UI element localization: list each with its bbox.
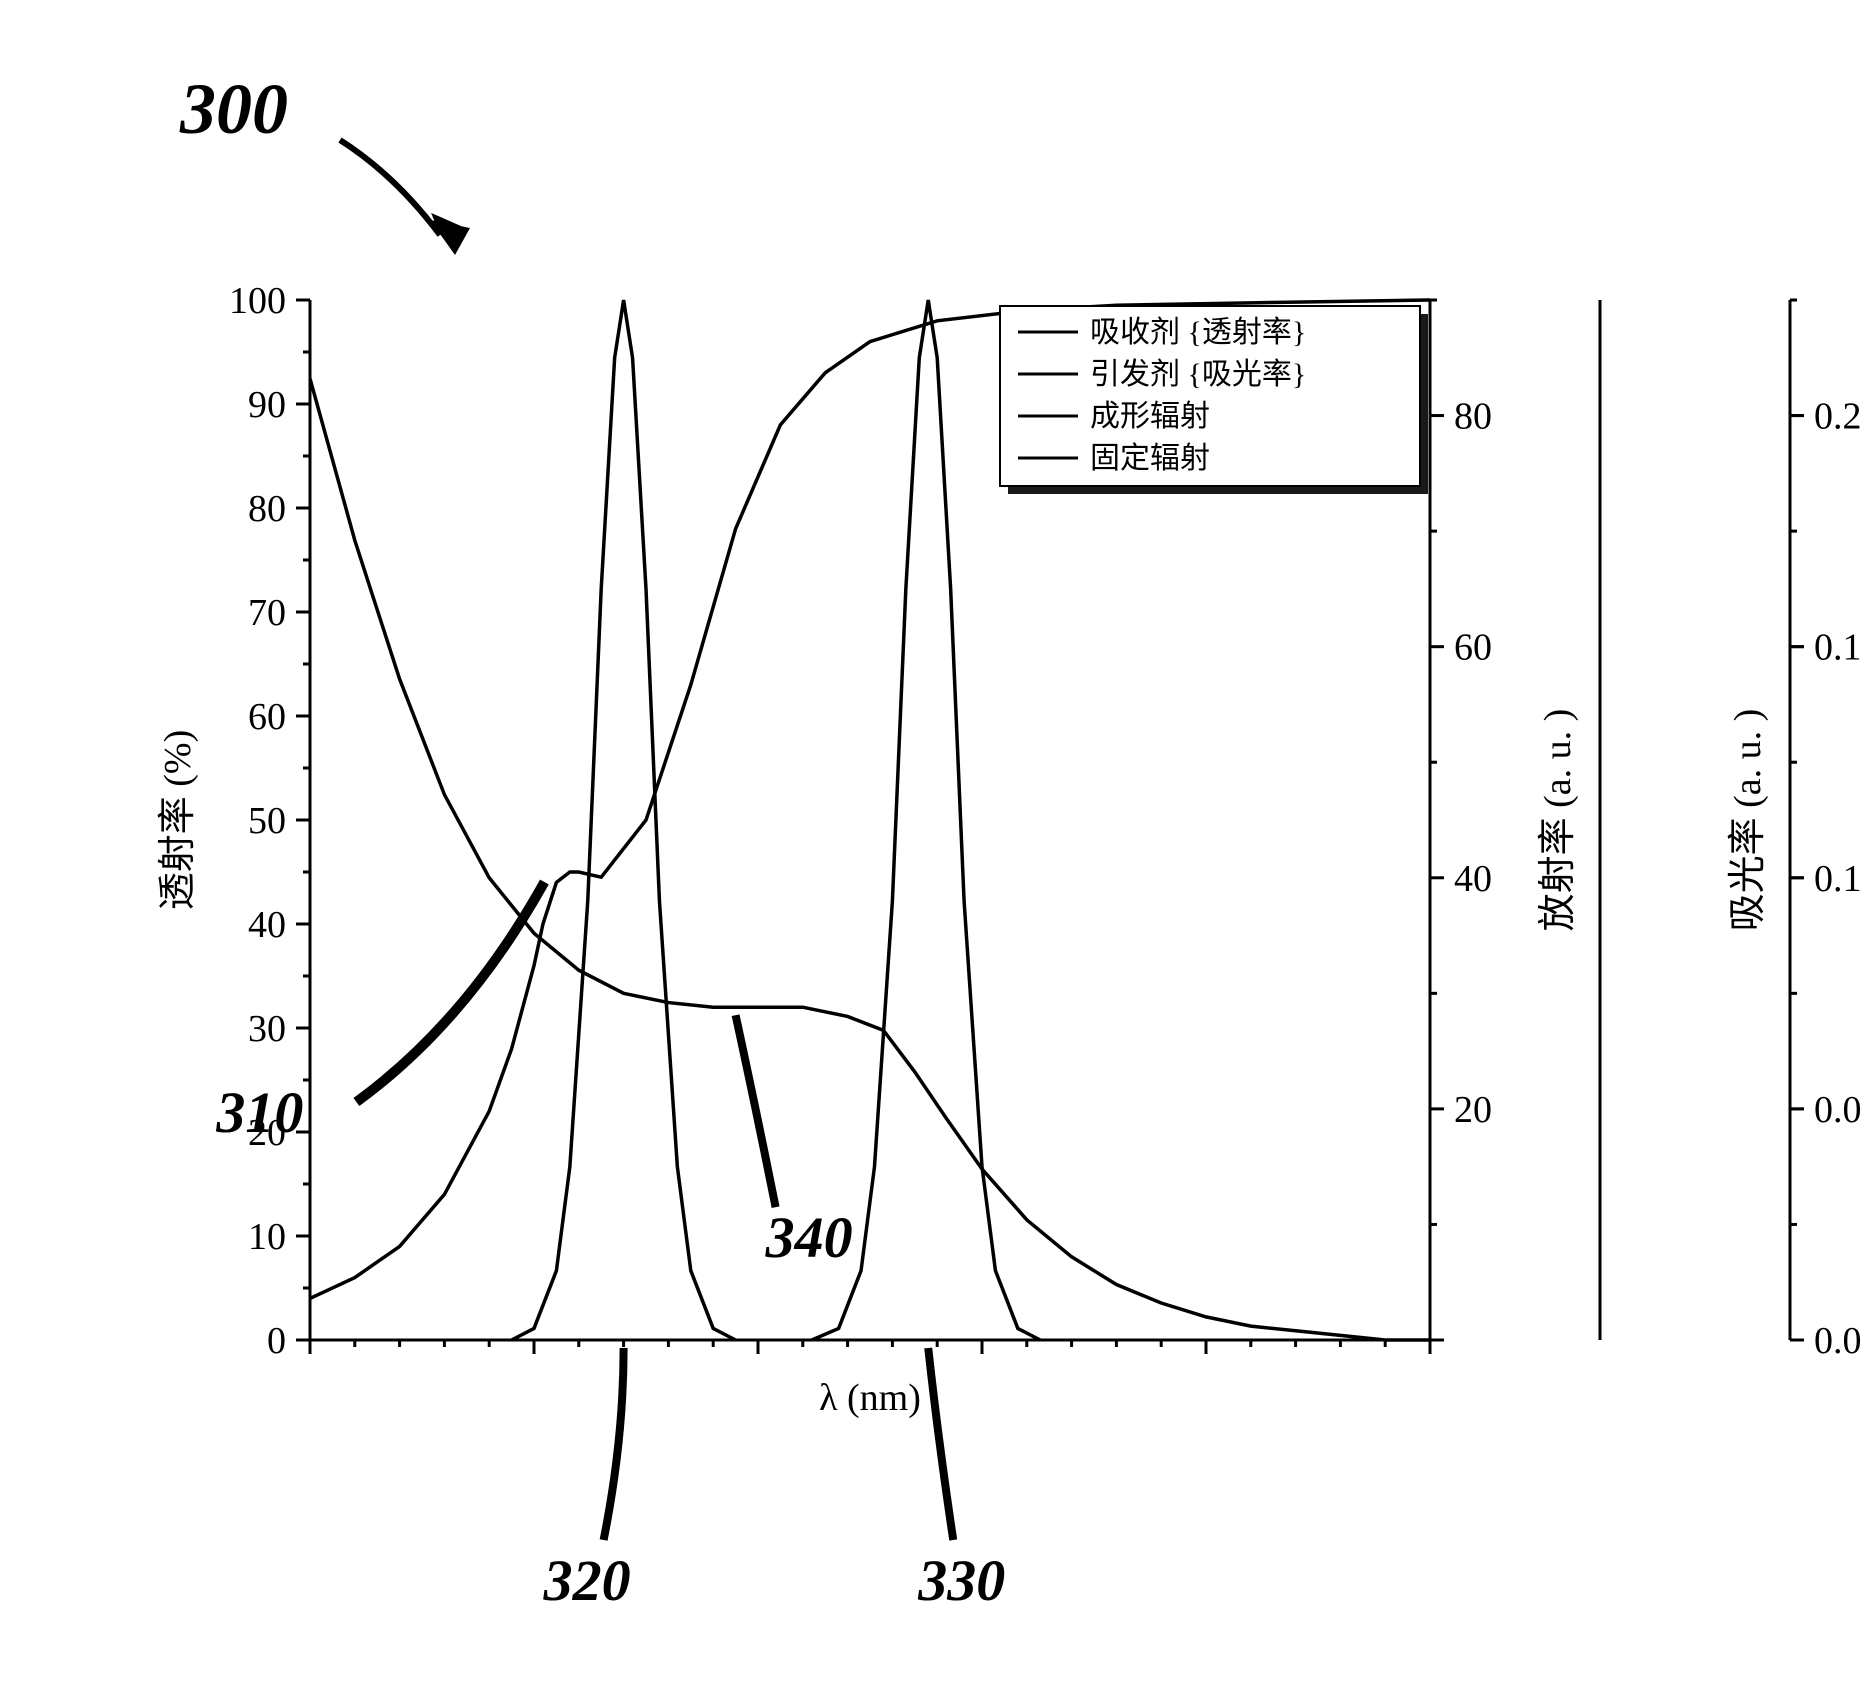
figure-arrow-body bbox=[340, 140, 440, 235]
x-axis-label: λ (nm) bbox=[819, 1377, 921, 1419]
annotation-340: 340 bbox=[765, 1205, 853, 1270]
yr1-tick-label: 60 bbox=[1454, 627, 1492, 669]
yr2-tick-label: 0.15 bbox=[1814, 627, 1861, 669]
annotation-330: 330 bbox=[917, 1548, 1005, 1613]
yleft-tick-label: 10 bbox=[248, 1216, 286, 1258]
spectral-chart: 0102030405060708090100204060800.000.050.… bbox=[0, 0, 1861, 1707]
annotation-310-leader bbox=[356, 882, 544, 1102]
figure-arrow-head2 bbox=[430, 220, 470, 255]
yleft-tick-label: 40 bbox=[248, 904, 286, 946]
yr2-tick-label: 0.00 bbox=[1814, 1320, 1861, 1362]
figure-number-label: 300 bbox=[180, 68, 288, 151]
yr1-axis-label: 放射率 (a. u. ) bbox=[1537, 709, 1579, 932]
yleft-tick-label: 60 bbox=[248, 696, 286, 738]
yr2-tick-label: 0.20 bbox=[1814, 396, 1861, 438]
yr1-tick-label: 40 bbox=[1454, 858, 1492, 900]
yr1-tick-label: 20 bbox=[1454, 1089, 1492, 1131]
yr2-tick-label: 0.05 bbox=[1814, 1089, 1861, 1131]
yleft-tick-label: 100 bbox=[229, 280, 286, 322]
yleft-tick-label: 70 bbox=[248, 592, 286, 634]
yleft-tick-label: 50 bbox=[248, 800, 286, 842]
yr1-tick-label: 80 bbox=[1454, 396, 1492, 438]
yleft-tick-label: 80 bbox=[248, 488, 286, 530]
figure-number: 300 bbox=[180, 69, 288, 149]
yleft-tick-label: 90 bbox=[248, 384, 286, 426]
annotation-310: 310 bbox=[215, 1080, 303, 1145]
yr2-axis-label: 吸光率 (a. u. ) bbox=[1727, 709, 1769, 932]
yleft-tick-label: 30 bbox=[248, 1008, 286, 1050]
annotation-320-leader bbox=[604, 1348, 624, 1540]
yleft-tick-label: 0 bbox=[267, 1320, 286, 1362]
yleft-axis-label: 透射率 (%) bbox=[157, 730, 199, 910]
annotation-320: 320 bbox=[543, 1548, 631, 1613]
legend-item: 固定辐射 bbox=[1090, 442, 1210, 475]
legend-item: 吸收剂 {透射率} bbox=[1090, 316, 1306, 349]
annotation-340-leader bbox=[736, 1015, 776, 1207]
legend-item: 引发剂 {吸光率} bbox=[1090, 358, 1306, 391]
series-shaping-radiation bbox=[512, 300, 736, 1340]
annotation-330-leader bbox=[928, 1348, 953, 1540]
legend-item: 成形辐射 bbox=[1090, 400, 1210, 433]
yr2-tick-label: 0.10 bbox=[1814, 858, 1861, 900]
